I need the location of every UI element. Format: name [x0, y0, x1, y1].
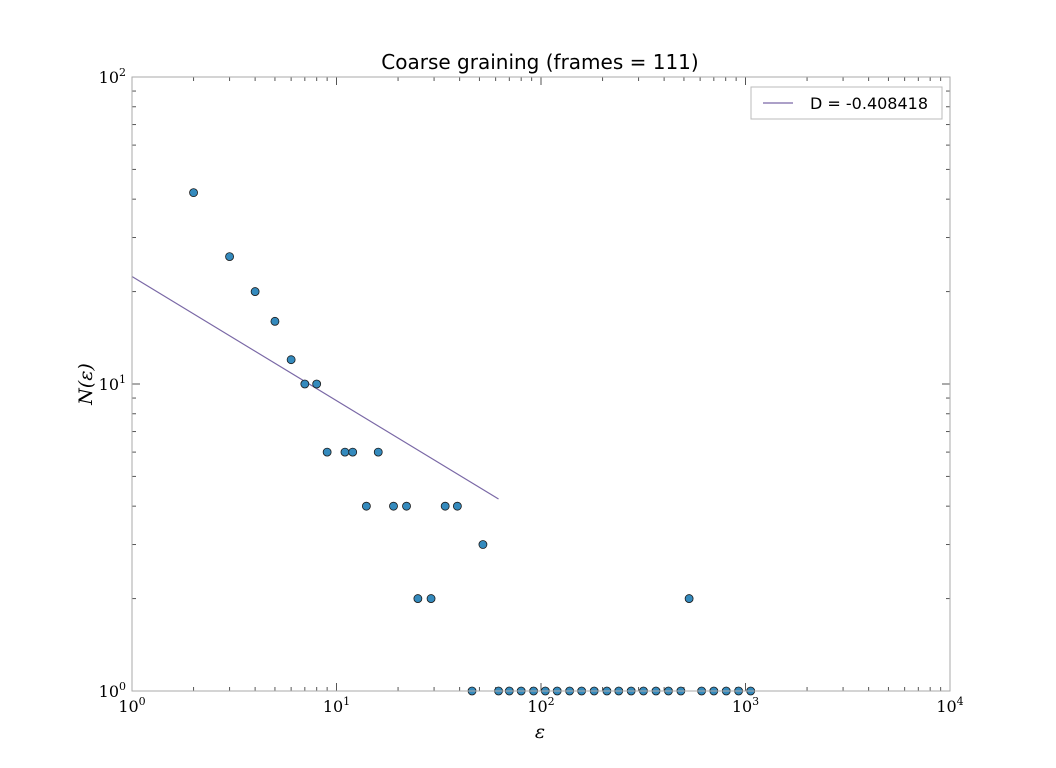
data-point: [322, 447, 332, 457]
legend-entry-label: D = -0.408418: [810, 94, 928, 113]
data-point: [300, 379, 310, 389]
data-point: [402, 501, 411, 511]
minor-ticks: [132, 77, 950, 691]
plot-frame: [131, 76, 951, 692]
x-tick-label: 104: [936, 695, 963, 716]
data-point: [286, 355, 296, 365]
data-points: [189, 188, 756, 696]
legend: D = -0.408418: [750, 86, 943, 120]
data-point: [373, 447, 383, 457]
chart-title: Coarse graining (frames = 111): [381, 50, 698, 74]
data-point: [413, 594, 423, 603]
data-point: [250, 287, 260, 296]
data-point: [440, 501, 450, 511]
tick-labels: 100 101 102 103 104 100 101 102: [99, 66, 964, 716]
x-tick-label: 100: [118, 695, 145, 716]
data-point: [225, 252, 234, 262]
data-point: [389, 501, 398, 511]
data-point: [426, 594, 436, 603]
data-point: [684, 594, 694, 603]
x-axis-label: ε: [535, 721, 545, 743]
data-point: [452, 501, 462, 511]
y-tick-label: 101: [99, 373, 126, 394]
data-point: [270, 316, 280, 326]
data-point: [478, 540, 488, 549]
major-ticks: [131, 76, 951, 692]
data-point: [189, 188, 198, 198]
y-axis-label: N(ε): [75, 363, 97, 406]
x-tick-label: 101: [323, 695, 350, 716]
y-tick-label: 102: [99, 66, 126, 87]
x-tick-label: 102: [527, 695, 554, 716]
data-point: [312, 379, 322, 389]
y-tick-label: 100: [99, 680, 126, 701]
data-point: [348, 447, 358, 457]
x-tick-label: 103: [732, 695, 759, 716]
data-point: [340, 447, 350, 457]
data-point: [361, 501, 371, 511]
